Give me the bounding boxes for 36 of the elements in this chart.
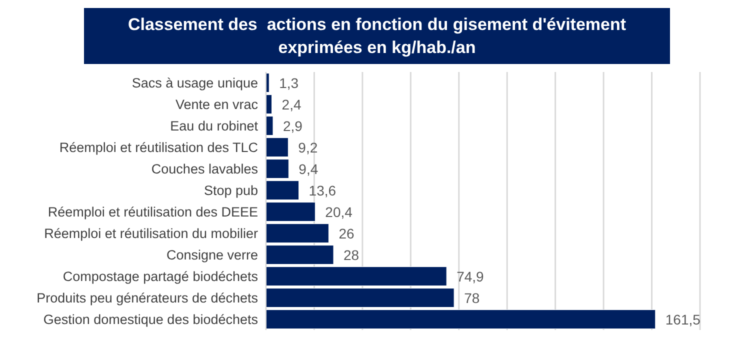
- bar: [266, 94, 272, 114]
- bar: [266, 266, 447, 286]
- y-tick-label: Compostage partagé biodéchets: [62, 269, 258, 284]
- data-label: 28: [344, 246, 360, 263]
- data-label: 1,3: [279, 74, 299, 91]
- y-tick-label: Gestion domestique des biodéchets: [43, 312, 258, 328]
- y-tick-label: Réemploi et réutilisation des DEEE: [48, 204, 258, 220]
- y-tick-label: Eau du robinet: [170, 118, 258, 134]
- y-tick-label: Réemploi et réutilisation du mobilier: [44, 226, 258, 242]
- bar: [266, 116, 274, 136]
- bar: [266, 180, 300, 200]
- bar: [266, 202, 316, 222]
- y-tick-label: Réemploi et réutilisation des TLC: [59, 140, 258, 156]
- data-label: 2,9: [282, 118, 303, 134]
- data-label: 161,5: [665, 311, 701, 328]
- y-tick-label: Consigne verre: [166, 248, 258, 263]
- data-label: 20,4: [325, 204, 353, 220]
- data-label: 74,9: [456, 268, 484, 284]
- bar: [266, 224, 329, 244]
- chart-title: Classement des actions en fonction du gisement d'évitement exprimées en kg/hab./an: [84, 8, 670, 64]
- y-tick-label: Stop pub: [204, 183, 258, 198]
- y-tick-label: Couches lavables: [151, 162, 258, 177]
- data-label: 2,4: [282, 96, 302, 112]
- data-label: 9,4: [298, 160, 318, 177]
- bar: [266, 288, 454, 308]
- bar: [266, 159, 289, 179]
- bar: [266, 310, 656, 330]
- data-label: 13,6: [308, 182, 336, 198]
- data-label: 78: [464, 290, 480, 306]
- y-tick-label: Vente en vrac: [175, 97, 258, 112]
- data-label: 26: [338, 225, 354, 242]
- bar: [266, 138, 288, 158]
- data-label: 9,2: [298, 139, 318, 156]
- y-tick-label: Sacs à usage unique: [132, 76, 258, 91]
- y-tick-label: Produits peu générateurs de déchets: [36, 290, 258, 306]
- bar: [266, 245, 334, 265]
